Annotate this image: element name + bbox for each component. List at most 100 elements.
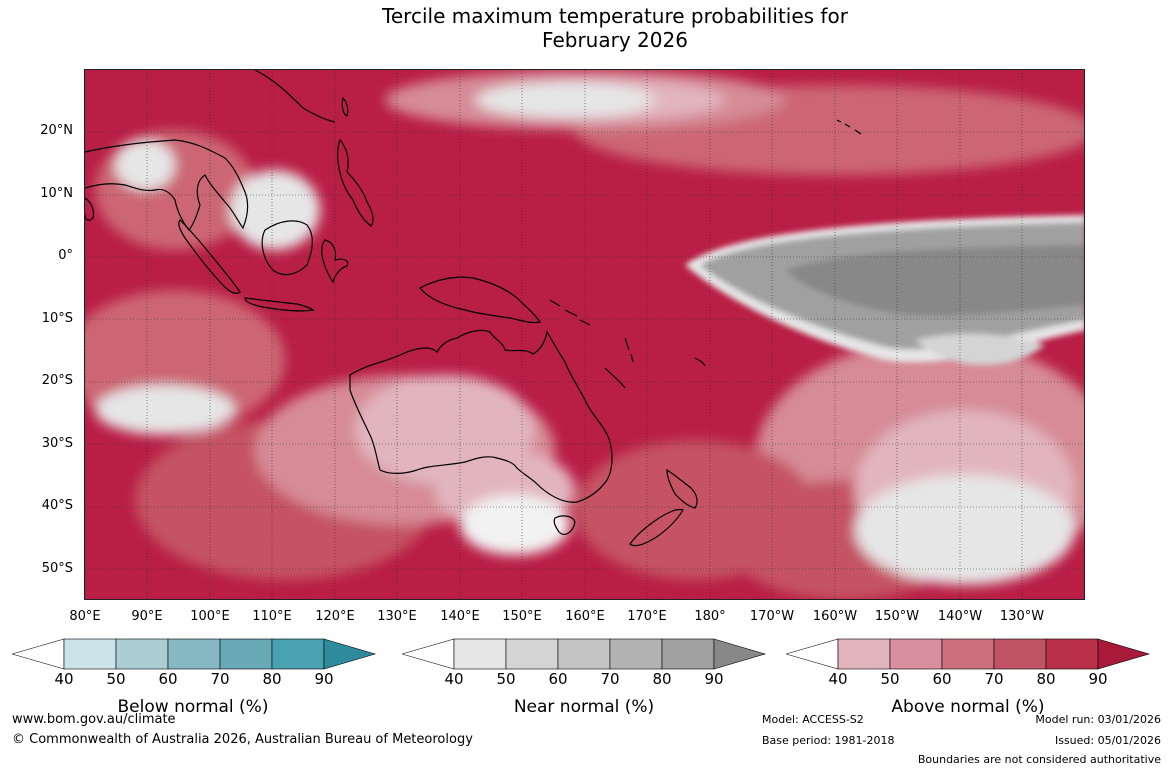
taiwan-outline bbox=[341, 96, 349, 117]
near-swatch-5 bbox=[661, 638, 715, 670]
title-line-1: Tercile maximum temperature probabilitie… bbox=[382, 4, 848, 28]
above-normal-label: Above normal (%) bbox=[891, 697, 1045, 717]
se-asia-outline bbox=[85, 139, 249, 231]
bom-url-link[interactable]: www.bom.gov.au/climate bbox=[12, 712, 176, 727]
lat-label-10s: 10°S bbox=[41, 311, 73, 326]
sri-lanka-outline bbox=[85, 197, 95, 221]
above-tick-90: 90 bbox=[1088, 670, 1108, 688]
lat-label-50s: 50°S bbox=[41, 561, 73, 576]
lon-label-130w: 130°W bbox=[999, 609, 1045, 624]
above-swatch-4 bbox=[993, 638, 1047, 670]
above-swatch-2 bbox=[889, 638, 943, 670]
sumatra-outline bbox=[178, 219, 241, 294]
near-swatch-2 bbox=[505, 638, 559, 670]
below-tick-70: 70 bbox=[210, 670, 230, 688]
above-swatch-under bbox=[786, 638, 839, 670]
near-swatch-1 bbox=[453, 638, 507, 670]
australia-outline bbox=[349, 329, 613, 503]
lon-label-110e: 110°E bbox=[252, 609, 292, 624]
model-name: Model: ACCESS-S2 bbox=[762, 713, 864, 726]
lon-label-130e: 130°E bbox=[377, 609, 417, 624]
below-tick-40: 40 bbox=[54, 670, 74, 688]
below-swatch-5 bbox=[271, 638, 325, 670]
colorbar-below-normal bbox=[12, 638, 377, 672]
above-tick-40: 40 bbox=[828, 670, 848, 688]
near-swatch-3 bbox=[557, 638, 611, 670]
lon-label-80e: 80°E bbox=[69, 609, 101, 624]
borneo-outline bbox=[261, 220, 313, 276]
below-swatch-3 bbox=[167, 638, 221, 670]
above-tick-50: 50 bbox=[880, 670, 900, 688]
tasmania-outline bbox=[553, 515, 576, 535]
colorbar-near-normal bbox=[402, 638, 767, 672]
lon-label-120e: 120°E bbox=[315, 609, 355, 624]
above-tick-70: 70 bbox=[984, 670, 1004, 688]
lat-label-20s: 20°S bbox=[41, 373, 73, 388]
below-swatch-2 bbox=[115, 638, 169, 670]
map-canvas bbox=[85, 70, 1084, 599]
issued-date: Issued: 05/01/2026 bbox=[1054, 734, 1161, 747]
vanuatu-islands bbox=[624, 337, 634, 363]
lon-label-170w: 170°W bbox=[749, 609, 795, 624]
colorbar-above-swatches bbox=[786, 638, 1151, 670]
near-tick-70: 70 bbox=[600, 670, 620, 688]
hawaii-islands bbox=[836, 119, 862, 135]
near-tick-60: 60 bbox=[548, 670, 568, 688]
below-tick-90: 90 bbox=[314, 670, 334, 688]
colorbar-above-normal bbox=[786, 638, 1151, 672]
new-caledonia bbox=[604, 367, 626, 389]
lon-label-170e: 170°E bbox=[627, 609, 667, 624]
china-coast-outline bbox=[254, 70, 336, 123]
near-swatch-4 bbox=[609, 638, 663, 670]
base-period: Base period: 1981-2018 bbox=[762, 734, 895, 747]
lon-label-160e: 160°E bbox=[565, 609, 605, 624]
lat-label-30s: 30°S bbox=[41, 436, 73, 451]
above-swatch-over bbox=[1097, 638, 1151, 670]
title-line-2: February 2026 bbox=[542, 28, 688, 52]
copyright-text: © Commonwealth of Australia 2026, Austra… bbox=[12, 732, 473, 747]
new-guinea-outline bbox=[419, 276, 541, 324]
above-swatch-5 bbox=[1045, 638, 1099, 670]
below-normal-label: Below normal (%) bbox=[117, 697, 269, 717]
lon-label-160w: 160°W bbox=[812, 609, 858, 624]
graticule bbox=[85, 70, 1084, 599]
below-tick-50: 50 bbox=[106, 670, 126, 688]
lat-label-10n: 10°N bbox=[40, 186, 73, 201]
near-swatch-under bbox=[402, 638, 455, 670]
model-run-date: Model run: 03/01/2026 bbox=[1035, 713, 1161, 726]
lon-label-100e: 100°E bbox=[190, 609, 230, 624]
below-swatch-over bbox=[323, 638, 377, 670]
fiji-islands bbox=[694, 357, 706, 367]
lon-label-180: 180° bbox=[694, 609, 726, 624]
philippines-outline bbox=[337, 138, 374, 227]
colorbar-below-swatches bbox=[12, 638, 377, 670]
below-swatch-1 bbox=[63, 638, 117, 670]
colorbar-near-swatches bbox=[402, 638, 767, 670]
lon-label-90e: 90°E bbox=[131, 609, 163, 624]
new-zealand-north-outline bbox=[666, 468, 698, 509]
probability-map bbox=[84, 69, 1085, 600]
lon-label-140w: 140°W bbox=[937, 609, 983, 624]
lon-label-150e: 150°E bbox=[502, 609, 542, 624]
map-title: Tercile maximum temperature probabilitie… bbox=[0, 4, 1173, 52]
near-normal-tongue bbox=[685, 215, 1084, 365]
sulawesi-outline bbox=[321, 239, 349, 284]
near-tick-90: 90 bbox=[704, 670, 724, 688]
lon-label-150w: 150°W bbox=[874, 609, 920, 624]
near-tick-40: 40 bbox=[444, 670, 464, 688]
lon-label-140e: 140°E bbox=[440, 609, 480, 624]
below-swatch-under bbox=[12, 638, 65, 670]
below-swatch-4 bbox=[219, 638, 273, 670]
coastlines bbox=[85, 70, 862, 547]
lat-label-0: 0° bbox=[58, 248, 73, 263]
lat-label-20n: 20°N bbox=[40, 123, 73, 138]
new-zealand-south-outline bbox=[629, 508, 684, 547]
near-swatch-over bbox=[713, 638, 767, 670]
above-swatch-3 bbox=[941, 638, 995, 670]
below-tick-80: 80 bbox=[262, 670, 282, 688]
above-tick-60: 60 bbox=[932, 670, 952, 688]
near-tick-80: 80 bbox=[652, 670, 672, 688]
near-normal-label: Near normal (%) bbox=[513, 697, 655, 717]
lat-label-40s: 40°S bbox=[41, 498, 73, 513]
below-tick-60: 60 bbox=[158, 670, 178, 688]
